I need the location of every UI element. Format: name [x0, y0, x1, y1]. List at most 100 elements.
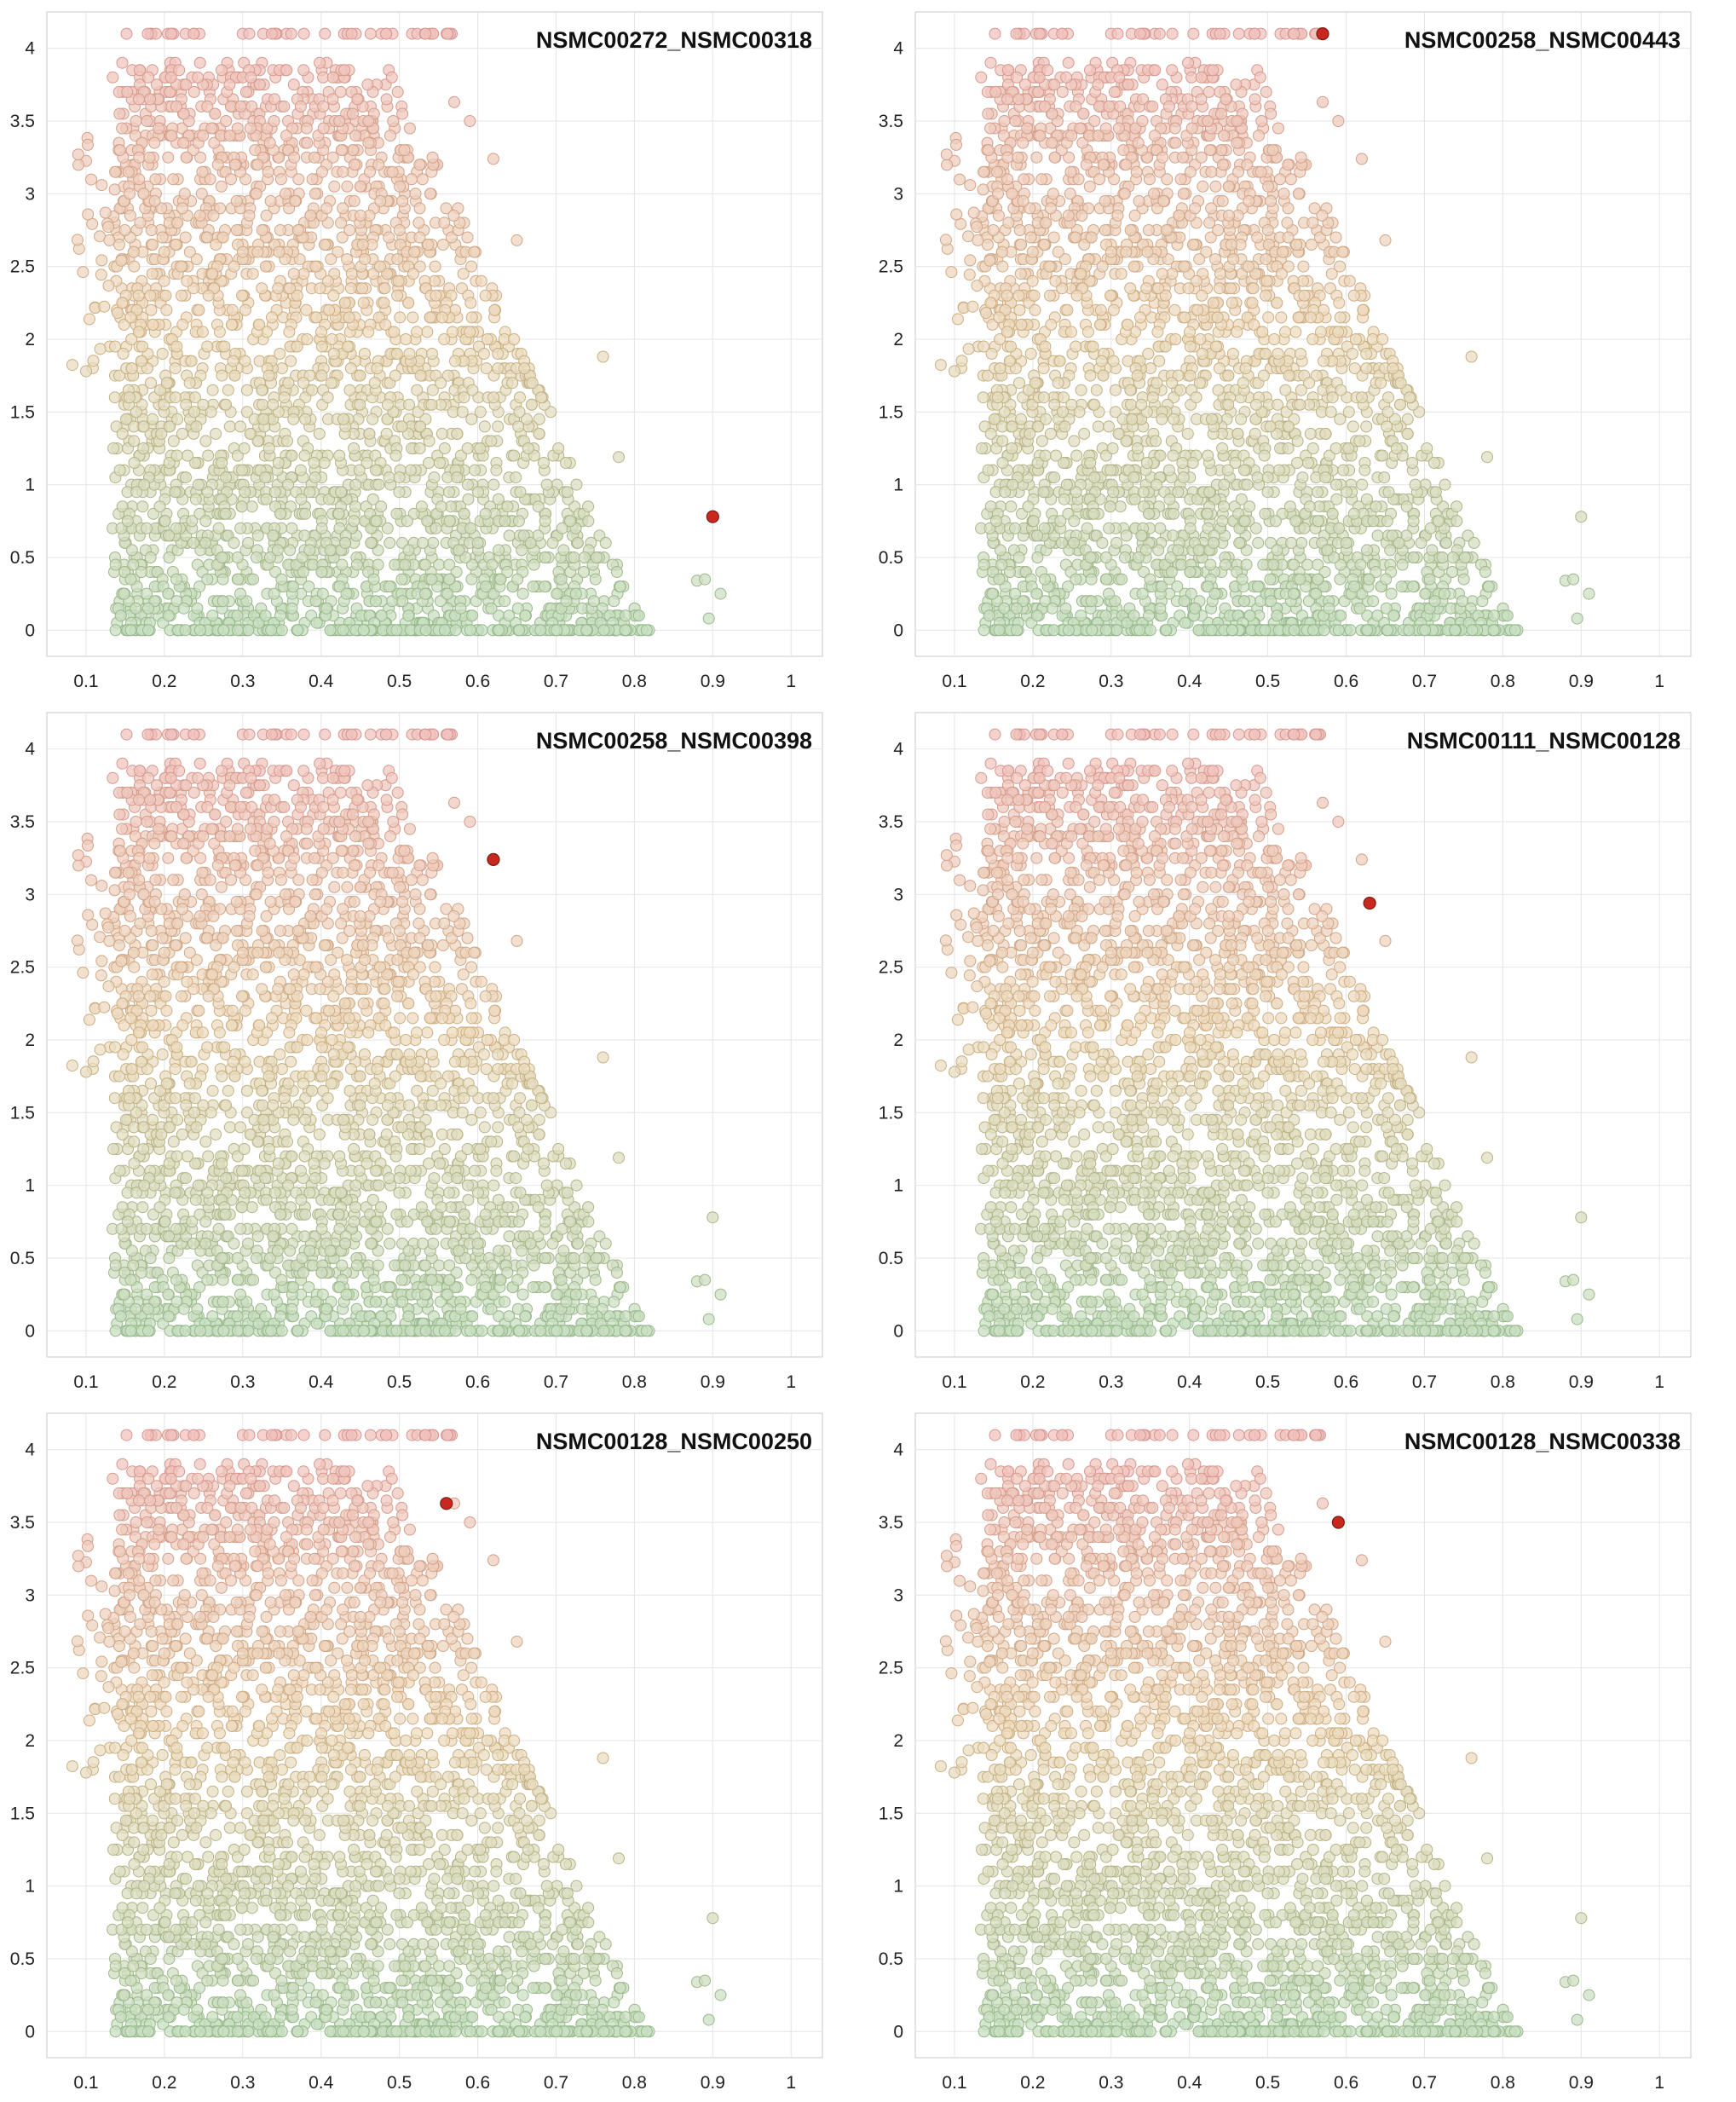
data-point: [393, 486, 406, 499]
data-point: [370, 515, 383, 528]
data-point: [156, 348, 169, 360]
data-point: [192, 71, 205, 84]
data-point: [441, 369, 454, 382]
data-point: [1035, 435, 1048, 448]
data-point: [387, 115, 400, 127]
data-point: [1439, 478, 1451, 491]
data-point: [116, 500, 129, 513]
data-point: [183, 377, 196, 390]
data-point: [1346, 348, 1358, 360]
data-point: [284, 544, 297, 557]
data-point: [389, 449, 402, 462]
data-point: [190, 253, 203, 266]
data-point: [1262, 180, 1275, 193]
data-point: [170, 573, 182, 586]
data-point: [187, 536, 199, 549]
data-point: [301, 136, 314, 149]
data-point: [381, 522, 394, 534]
data-point: [199, 435, 212, 448]
data-point: [378, 282, 391, 295]
data-point: [1260, 85, 1272, 98]
data-point: [142, 624, 154, 637]
data-point: [127, 245, 140, 258]
data-point: [534, 624, 547, 637]
data-point: [259, 471, 272, 484]
data-point: [176, 427, 188, 440]
data-point: [1261, 471, 1274, 484]
data-point: [590, 551, 603, 563]
data-point: [1259, 507, 1272, 520]
data-point: [1227, 253, 1240, 266]
data-point: [578, 551, 591, 563]
data-point: [608, 595, 620, 608]
data-point: [225, 318, 238, 331]
data-point: [587, 595, 600, 608]
data-point: [197, 130, 210, 142]
data-point: [291, 224, 304, 236]
data-point: [493, 624, 505, 637]
data-point: [1468, 536, 1480, 549]
data-point: [982, 464, 995, 476]
data-point: [263, 136, 276, 149]
data-point: [251, 529, 264, 542]
data-point: [425, 573, 438, 586]
data-point: [469, 464, 482, 476]
data-point: [540, 478, 553, 491]
data-point: [199, 536, 211, 549]
data-point: [234, 587, 246, 600]
data-point: [116, 297, 129, 309]
data-point: [262, 369, 275, 382]
data-point: [406, 173, 418, 186]
data-point: [153, 500, 166, 513]
data-point: [1015, 318, 1028, 331]
data-point: [492, 493, 505, 505]
data-point: [1060, 71, 1073, 84]
data-point: [375, 500, 388, 513]
data-point: [116, 122, 129, 135]
data-point: [433, 558, 446, 571]
data-point: [458, 507, 470, 520]
data-point: [196, 326, 209, 338]
data-point: [278, 391, 291, 404]
data-point: [177, 107, 190, 120]
data-point: [337, 624, 349, 637]
data-point: [1196, 289, 1208, 302]
data-point: [250, 188, 262, 200]
data-point: [354, 369, 366, 382]
data-point: [1088, 115, 1101, 127]
x-tick-label: 0.2: [152, 672, 176, 691]
data-point: [285, 522, 298, 534]
data-point: [1109, 384, 1122, 396]
data-point: [413, 202, 426, 215]
data-point: [315, 165, 328, 178]
data-point: [124, 311, 137, 324]
data-point: [401, 515, 413, 528]
data-point: [1216, 194, 1229, 207]
data-point: [115, 254, 128, 267]
data-point: [1200, 245, 1213, 258]
data-point: [1310, 587, 1323, 600]
data-point: [1151, 377, 1163, 390]
data-point: [211, 159, 224, 171]
data-point: [471, 536, 484, 549]
data-point: [336, 231, 349, 244]
data-point: [262, 165, 274, 178]
data-point: [128, 457, 141, 469]
data-point: [1260, 253, 1272, 266]
data-point: [251, 551, 262, 563]
data-point: [429, 260, 441, 273]
data-point: [1146, 391, 1159, 404]
data-point: [251, 435, 264, 448]
data-point: [1153, 355, 1166, 367]
data-point: [309, 151, 320, 164]
data-point: [316, 587, 329, 600]
data-point: [176, 289, 187, 302]
x-tick-label: 0.1: [73, 672, 98, 691]
data-point: [304, 209, 317, 222]
data-point: [514, 391, 526, 404]
data-point: [187, 27, 200, 40]
data-point: [128, 435, 141, 448]
data-point: [447, 326, 459, 338]
data-point: [435, 427, 448, 440]
data-point: [458, 391, 470, 404]
